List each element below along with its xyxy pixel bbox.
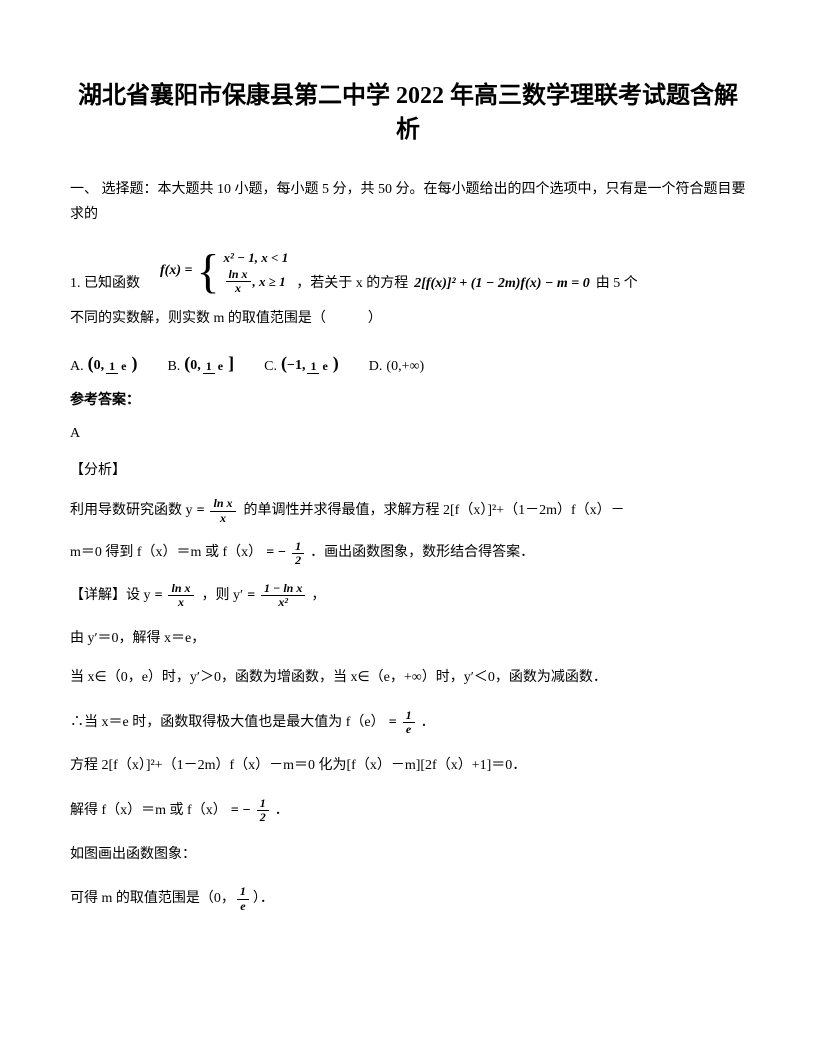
range-den: e — [237, 900, 248, 913]
p2-eq: = − — [266, 542, 286, 564]
detail-end: ， — [311, 585, 325, 607]
optA-label: A. — [70, 356, 84, 378]
line-solve: 解得 f（x）＝m 或 f（x） = − 1 2 ． — [70, 797, 746, 824]
option-b: B. (0,1e] — [167, 349, 234, 378]
optD-val: (0,+∞) — [386, 356, 424, 378]
option-a: A. (0,1e) — [70, 349, 137, 378]
q1-line1: 1. 已知函数 f(x) = { x² − 1, x < 1 ln x x , … — [70, 248, 746, 296]
line-graph: 如图画出函数图象： — [70, 840, 746, 871]
d2-num: 1 − ln x — [261, 582, 305, 596]
case1: x² − 1, x < 1 — [224, 248, 289, 268]
optA-val: (0,1e) — [88, 349, 138, 378]
max-b: ． — [421, 712, 435, 734]
solve-b: ． — [275, 800, 289, 822]
solve-num: 1 — [257, 797, 269, 811]
exam-title: 湖北省襄阳市保康县第二中学 2022 年高三数学理联考试题含解析 — [70, 80, 746, 147]
p2-num: 1 — [292, 540, 304, 554]
fx-label: f(x) = — [160, 260, 192, 282]
d1-num: ln x — [168, 582, 193, 596]
solve-frac: 1 2 — [257, 797, 269, 824]
optB-val: (0,1e] — [184, 349, 234, 378]
detail-line: 【详解】设 y = ln x x ，则 y′ = 1 − ln x x² ， — [70, 582, 746, 609]
optC-label: C. — [264, 356, 277, 378]
max-num: 1 — [403, 709, 415, 723]
p1-den: x — [217, 512, 229, 525]
analysis-label: 【分析】 — [70, 460, 746, 482]
analysis-p2: m＝0 得到 f（x）＝m 或 f（x） = − 1 2 ．画出函数图象，数形结… — [70, 540, 746, 567]
solve-den: 2 — [257, 811, 269, 824]
p1-num: ln x — [210, 497, 235, 511]
eq-sign3: = — [247, 585, 255, 607]
q1-prefix: 1. 已知函数 — [70, 273, 140, 295]
answer: A — [70, 423, 746, 445]
max-a: ∴当 x＝e 时，函数取得极大值也是最大值为 f（e） — [70, 712, 385, 734]
solve-eq: = − — [231, 800, 251, 822]
q1-options: A. (0,1e) B. (0,1e] C. (−1,1e) D. (0,+∞) — [70, 349, 746, 378]
range-num: 1 — [237, 885, 249, 899]
q1-piecewise: f(x) = { x² − 1, x < 1 ln x x , x ≥ 1 — [160, 248, 288, 296]
detail-mid: ，则 y′ — [202, 585, 244, 607]
d2-den: x² — [275, 596, 291, 609]
p1-b: 的单调性并求得最值，求解方程 2[f（x）]²+（1－2m）f（x）－ — [244, 500, 625, 522]
answer-label: 参考答案： — [70, 390, 746, 412]
line-range: 可得 m 的取值范围是（0， 1 e ）． — [70, 885, 746, 912]
detail-frac2: 1 − ln x x² — [261, 582, 305, 609]
option-c: C. (−1,1e) — [264, 349, 339, 378]
case2-den: x — [232, 282, 244, 295]
q1-equation: 2[f(x)]² + (1 − 2m)f(x) − m = 0 — [414, 273, 590, 295]
eq-sign: = — [197, 500, 205, 522]
q1-mid2: 由 5 个 — [596, 273, 638, 295]
line-max: ∴当 x＝e 时，函数取得极大值也是最大值为 f（e） = 1 e ． — [70, 709, 746, 736]
option-d: D. (0,+∞) — [369, 356, 424, 378]
section-header: 一、 选择题：本大题共 10 小题，每小题 5 分，共 50 分。在每小题给出的… — [70, 177, 746, 227]
max-den: e — [403, 723, 414, 736]
max-frac: 1 e — [403, 709, 415, 736]
case2-cond: , x ≥ 1 — [253, 272, 286, 292]
q1-line2: 不同的实数解，则实数 m 的取值范围是（ ） — [70, 304, 746, 335]
line-factor: 方程 2[f（x）]²+（1－2m）f（x）－m＝0 化为[f（x）－m][2f… — [70, 751, 746, 782]
detail-label: 【详解】设 y — [70, 585, 151, 607]
d1-den: x — [175, 596, 187, 609]
p2-den: 2 — [292, 554, 304, 567]
range-a: 可得 m 的取值范围是（0， — [70, 888, 235, 910]
brace-icon: { — [196, 248, 219, 296]
q1-mid1: ，若关于 x 的方程 — [296, 273, 408, 295]
solve-a: 解得 f（x）＝m 或 f（x） — [70, 800, 227, 822]
detail-frac1: ln x x — [168, 582, 193, 609]
optD-label: D. — [369, 356, 383, 378]
range-frac: 1 e — [237, 885, 249, 912]
analysis-p1: 利用导数研究函数 y = ln x x 的单调性并求得最值，求解方程 2[f（x… — [70, 497, 746, 524]
p2-a: m＝0 得到 f（x）＝m 或 f（x） — [70, 542, 262, 564]
eq-sign4: = — [389, 712, 397, 734]
p2-b: ．画出函数图象，数形结合得答案． — [310, 542, 534, 564]
cases: x² − 1, x < 1 ln x x , x ≥ 1 — [224, 248, 289, 295]
case2-frac: ln x x — [226, 268, 251, 295]
eq-sign2: = — [155, 585, 163, 607]
p2-frac: 1 2 — [292, 540, 304, 567]
optB-label: B. — [167, 356, 180, 378]
range-b: ）． — [253, 888, 274, 910]
line-y0: 由 y′＝0，解得 x＝e， — [70, 624, 746, 655]
line-mono: 当 x∈（0，e）时，y′＞0，函数为增函数，当 x∈（e，+∞）时，y′＜0，… — [70, 663, 746, 694]
p1-a: 利用导数研究函数 y — [70, 500, 193, 522]
p1-frac: ln x x — [210, 497, 235, 524]
case2-num: ln x — [226, 268, 251, 282]
optC-val: (−1,1e) — [281, 349, 339, 378]
